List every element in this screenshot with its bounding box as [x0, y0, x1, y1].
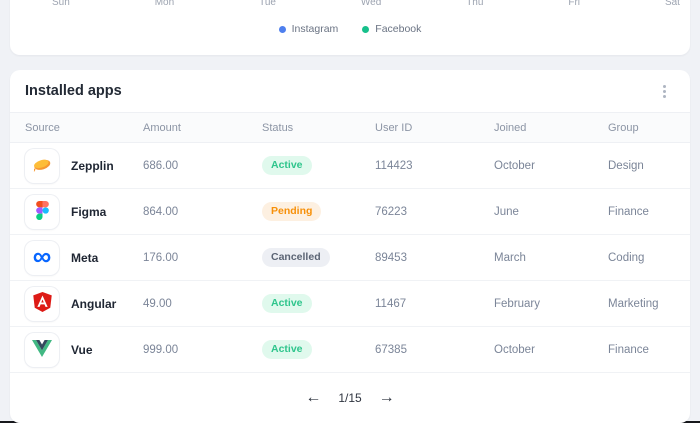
angular-logo — [32, 292, 52, 315]
source-name: Zepplin — [71, 158, 114, 173]
table-row: ∞ Meta 176.00 Cancelled 89453 March Codi… — [10, 235, 690, 281]
legend-dot — [362, 25, 370, 33]
app-logo-tile: ∞ — [25, 240, 59, 275]
source-cell: Vue — [25, 332, 143, 367]
group-cell: Finance — [608, 205, 649, 218]
source-cell: Zepplin — [25, 148, 143, 183]
user-id-cell: 76223 — [375, 205, 407, 218]
column-header: Group — [608, 121, 639, 134]
next-page-button[interactable]: → — [375, 388, 399, 408]
x-axis-label: Sat — [664, 0, 680, 8]
column-header: Source — [25, 121, 60, 134]
x-axis-label: Fri — [568, 0, 581, 8]
installed-apps-card: Installed apps Source Amount Status User ID… — [10, 70, 690, 423]
status-cell: Active — [262, 155, 375, 176]
pagination: ← 1/15 → — [10, 373, 690, 423]
column-header: Status — [262, 121, 294, 134]
page-indicator: 1/15 — [338, 391, 362, 405]
app-logo-tile — [25, 332, 59, 367]
status-cell: Active — [262, 293, 375, 314]
status-badge: Active — [262, 155, 312, 176]
status-cell: Pending — [262, 201, 375, 222]
amount-cell: 686.00 — [143, 159, 179, 172]
joined-cell: October — [494, 159, 535, 172]
card-title: Installed apps — [25, 83, 122, 99]
app-logo-tile — [25, 286, 59, 321]
legend-label: Instagram — [291, 23, 339, 35]
source-name: Figma — [71, 204, 107, 219]
meta-logo: ∞ — [32, 240, 52, 271]
x-axis-label: Mon — [154, 0, 175, 8]
status-cell: Active — [262, 339, 375, 360]
app-logo-tile — [25, 194, 59, 229]
figma-logo — [35, 200, 49, 223]
joined-cell: October — [494, 343, 535, 356]
legend-dot — [278, 25, 286, 33]
table-row: Vue 999.00 Active 67385 October Finance — [10, 327, 690, 373]
status-cell: Cancelled — [262, 247, 375, 268]
column-header: Amount — [143, 121, 181, 134]
user-id-cell: 114423 — [375, 159, 413, 172]
column-header: Joined — [494, 121, 527, 134]
source-cell: ∞ Meta — [25, 240, 143, 275]
chart-legend: Instagram Facebook — [10, 22, 690, 36]
prev-page-button[interactable]: ← — [301, 388, 325, 408]
user-id-cell: 67385 — [375, 343, 407, 356]
legend-item-facebook[interactable]: Facebook — [362, 23, 421, 35]
table-row: Angular 49.00 Active 11467 February Mark… — [10, 281, 690, 327]
kebab-menu-icon[interactable] — [653, 80, 675, 102]
legend-item-instagram[interactable]: Instagram — [278, 23, 339, 35]
source-cell: Figma — [25, 194, 143, 229]
status-badge: Pending — [262, 201, 322, 222]
group-cell: Marketing — [608, 297, 659, 310]
vue-logo — [32, 339, 52, 360]
source-name: Vue — [71, 342, 93, 357]
user-id-cell: 11467 — [375, 297, 407, 310]
user-id-cell: 89453 — [375, 251, 407, 264]
table-body: Zepplin 686.00 Active 114423 October Des… — [10, 143, 690, 373]
group-cell: Design — [608, 159, 644, 172]
source-name: Meta — [71, 250, 99, 265]
zeplin-logo — [31, 153, 53, 178]
amount-cell: 176.00 — [143, 251, 179, 264]
x-axis-label: Thu — [466, 0, 484, 8]
column-header: User ID — [375, 121, 413, 134]
amount-cell: 864.00 — [143, 205, 179, 218]
x-axis-label: Tue — [259, 0, 276, 8]
chart-x-axis-labels: Sun Mon Tue Wed Thu Fri Sat — [52, 0, 680, 9]
card-header: Installed apps — [10, 70, 690, 112]
app-logo-tile — [25, 148, 59, 183]
status-badge: Active — [262, 293, 312, 314]
joined-cell: February — [494, 297, 541, 310]
group-cell: Coding — [608, 251, 645, 264]
status-badge: Active — [262, 339, 312, 360]
source-cell: Angular — [25, 286, 143, 321]
table-row: Zepplin 686.00 Active 114423 October Des… — [10, 143, 690, 189]
table-header: Source Amount Status User ID Joined Group — [10, 112, 690, 143]
table-row: Figma 864.00 Pending 76223 June Finance — [10, 189, 690, 235]
joined-cell: March — [494, 251, 526, 264]
x-axis-label: Sun — [52, 0, 70, 8]
status-badge: Cancelled — [262, 247, 330, 268]
group-cell: Finance — [608, 343, 649, 356]
source-name: Angular — [71, 296, 117, 311]
legend-label: Facebook — [375, 23, 422, 35]
x-axis-label: Wed — [360, 0, 382, 8]
joined-cell: June — [494, 205, 519, 218]
amount-cell: 49.00 — [143, 297, 172, 310]
chart-card: Sun Mon Tue Wed Thu Fri Sat Instagram Facebook — [10, 0, 690, 55]
amount-cell: 999.00 — [143, 343, 179, 356]
